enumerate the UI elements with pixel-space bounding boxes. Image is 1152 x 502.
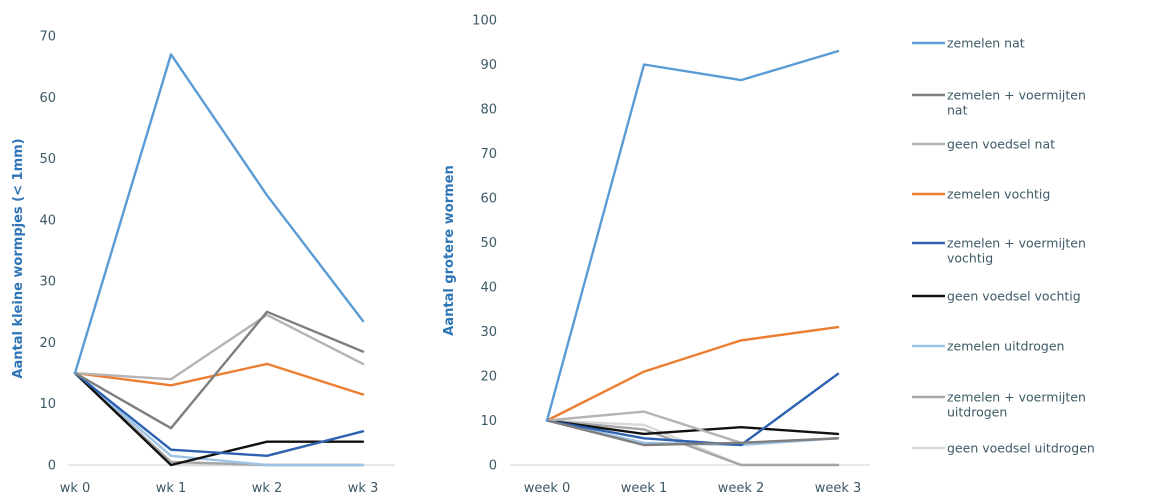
x-tick-label: week 3: [815, 481, 862, 496]
x-tick-label: wk 1: [156, 481, 187, 496]
legend-label: vochtig: [947, 251, 993, 266]
y-tick-label: 10: [39, 397, 56, 412]
y-tick-label: 0: [48, 459, 56, 474]
y-tick-label: 60: [480, 192, 497, 207]
series-line-9: [73, 371, 365, 467]
series-line-4: [545, 325, 840, 422]
y-axis-label: Aantal kleine wormpjes (< 1mm): [11, 138, 26, 378]
legend-label: geen voedsel vochtig: [947, 289, 1081, 304]
legend-item: geen voedsel uitdrogen: [912, 441, 1095, 456]
y-tick-label: 50: [480, 236, 497, 251]
series-line-6: [73, 371, 365, 467]
legend-label: zemelen nat: [947, 36, 1025, 51]
x-tick-label: wk 0: [60, 481, 91, 496]
legend-item: geen voedsel vochtig: [912, 289, 1081, 304]
y-tick-label: 90: [480, 58, 497, 73]
y-axis-label: Aantal grotere wormen: [442, 165, 457, 335]
y-tick-label: 60: [39, 91, 56, 106]
y-tick-label: 30: [480, 325, 497, 340]
y-tick-label: 100: [472, 14, 497, 29]
y-tick-label: 30: [39, 275, 56, 290]
chart-2: 0 10 20 30 40 50 60 70 80 90 100 week 0 week 1 week 2…: [442, 14, 870, 496]
legend-label: geen voedsel nat: [947, 137, 1055, 152]
legend-label: zemelen + voermijten: [947, 236, 1086, 251]
legend-item: zemelen vochtig: [912, 187, 1050, 202]
x-tick-label: wk 3: [348, 481, 379, 496]
y-tick-label: 20: [480, 370, 497, 385]
y-tick-label: 80: [480, 103, 497, 118]
series-line-2: [73, 310, 365, 430]
y-tick-label: 40: [39, 213, 56, 228]
y-tick-label: 70: [480, 147, 497, 162]
series-line-3: [73, 313, 365, 381]
legend-label: zemelen + voermijten: [947, 88, 1086, 103]
y-tick-label: 40: [480, 281, 497, 296]
legend-label: zemelen + voermijten: [947, 390, 1086, 405]
series-line-8: [545, 419, 840, 467]
chart-1: 0 10 20 30 40 50 60 70 wk 0 wk 1 wk 2 wk 3 Aantal kl…: [11, 30, 395, 496]
y-tick-label: 10: [480, 414, 497, 429]
series-line-7: [73, 371, 365, 467]
series-line-5: [73, 371, 365, 457]
legend-item: zemelen nat: [912, 36, 1025, 51]
legend-label: nat: [947, 103, 968, 118]
x-tick-label: wk 2: [252, 481, 283, 496]
y-tick-label: 70: [39, 30, 56, 45]
legend-label: uitdrogen: [947, 405, 1007, 420]
legend-label: zemelen vochtig: [947, 187, 1050, 202]
x-tick-label: week 1: [621, 481, 668, 496]
y-tick-label: 0: [489, 459, 497, 474]
legend-label: zemelen uitdrogen: [947, 339, 1064, 354]
x-tick-label: week 0: [524, 481, 571, 496]
legend-label: geen voedsel uitdrogen: [947, 441, 1095, 456]
series-line-4: [73, 362, 365, 396]
series-line-1: [545, 49, 840, 422]
series-line-6: [545, 419, 840, 436]
series-line-1: [73, 53, 365, 375]
legend-item: zemelen uitdrogen: [912, 339, 1064, 354]
series-line-2: [545, 419, 840, 447]
series-line-8: [73, 371, 365, 467]
y-tick-label: 20: [39, 336, 56, 351]
legend-item: geen voedsel nat: [912, 137, 1055, 152]
y-tick-label: 50: [39, 152, 56, 167]
series-line-5: [545, 372, 840, 447]
x-tick-label: week 2: [718, 481, 765, 496]
